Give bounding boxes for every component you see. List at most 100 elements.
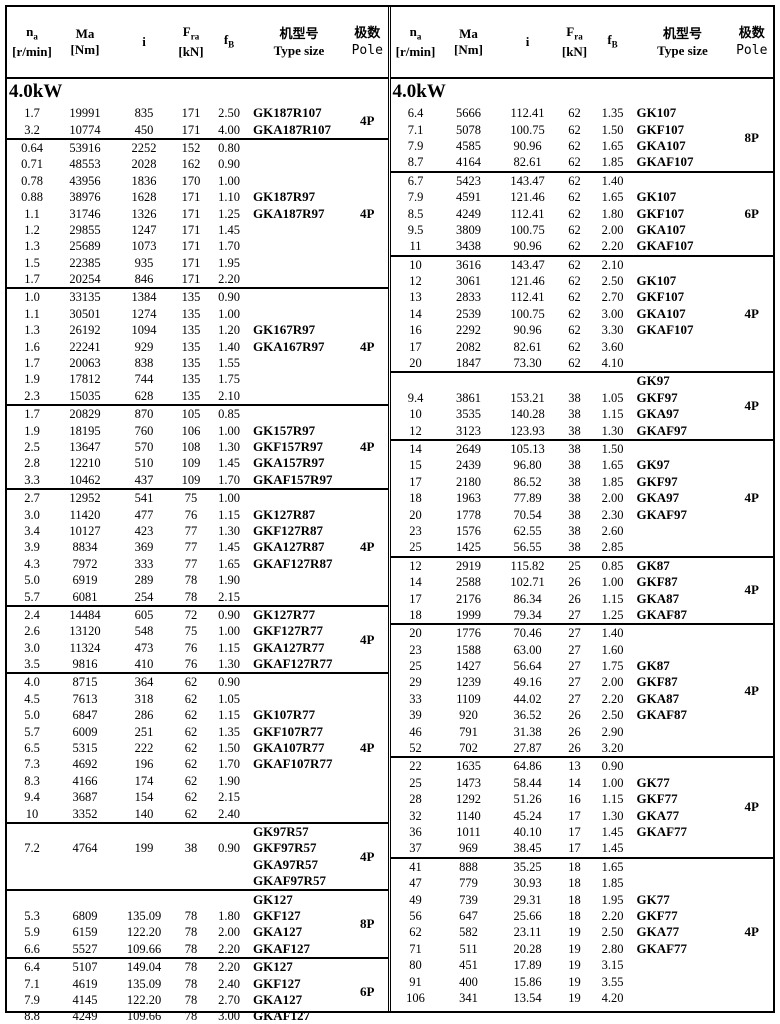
cell-service-factor-fb: 1.45	[601, 841, 624, 856]
cell-type-size: GK187R97	[253, 189, 316, 205]
cell-ratio-i: 870	[113, 404, 175, 423]
table-row: 0.88 38976 1628 171 1.10 GK187R97	[7, 189, 388, 205]
cell-type-size	[635, 338, 731, 354]
cell-speed-na: 3.2	[24, 122, 40, 137]
cell-ratio-i: 86.52	[513, 474, 542, 489]
table-row: 10 3616 143.47 62 2.10 4P	[390, 254, 773, 373]
table-row: 0.64 53916 2252 152 0.80 4P	[7, 137, 388, 289]
cell-type-size: GKF107	[636, 121, 685, 137]
cell-speed-na: 11	[409, 239, 422, 254]
cell-service-factor-fb: 1.15	[601, 591, 624, 606]
cell-ratio-i: 96.80	[513, 458, 542, 473]
cell-type-size	[634, 438, 731, 458]
cell-radial-load-fra: 77	[184, 540, 198, 555]
table-row: 47 779 30.93 18 1.85	[391, 875, 774, 891]
cell-ratio-i	[113, 889, 175, 908]
cell-torque-ma: 1292	[456, 792, 481, 807]
table-row: 25 1427 56.64 27 1.75 GK87	[391, 658, 774, 674]
cell-service-factor-fb: 2.15	[218, 790, 240, 805]
cell-service-factor-fb: 0.90	[590, 756, 635, 775]
cell-speed-na: 3.0	[24, 507, 40, 522]
cell-speed-na: 23	[409, 642, 422, 657]
cell-type-size	[251, 487, 347, 507]
table-row: 8.8 4249 109.66 78 3.00 GKAF127	[7, 1008, 388, 1024]
cell-service-factor-fb: 2.70	[218, 992, 240, 1007]
cell-ratio-i: 364	[113, 672, 175, 691]
cell-torque-ma: 3861	[456, 390, 481, 405]
cell-radial-load-fra: 38	[184, 841, 198, 856]
cell-type-size	[251, 789, 347, 805]
table-row: 22 1635 64.86 13 0.90 4P	[390, 756, 773, 858]
cell-speed-na: 3.0	[24, 640, 40, 655]
cell-torque-ma: 4164	[456, 155, 481, 170]
table-row: 49 739 29.31 18 1.95 GK77	[391, 891, 774, 907]
cell-speed-na: 5.0	[24, 573, 40, 588]
cell-torque-ma: 6009	[72, 724, 98, 739]
cell-service-factor-fb: 0.90	[207, 604, 251, 624]
cell-torque-ma: 5315	[72, 741, 98, 756]
cell-ratio-i: 153.21	[510, 390, 545, 405]
cell-speed-na: 8.3	[24, 773, 40, 788]
table-row: 6.4 5666 112.41 62 1.35 GK107 8P	[391, 105, 774, 145]
cell-type-size: GKAF97R57	[253, 873, 326, 889]
cell-torque-ma: 582	[459, 925, 478, 940]
table-row: 1.9 18195 760 106 1.00 GK157R97	[7, 422, 388, 438]
cell-speed-na: 1.9	[24, 423, 40, 438]
cell-ratio-i: 90.96	[513, 138, 542, 153]
cell-radial-load-fra: 14	[568, 775, 581, 790]
cell-speed-na: 36	[409, 824, 422, 839]
cell-ratio-i: 196	[134, 757, 154, 772]
cell-speed-na: 6.6	[24, 941, 40, 956]
cell-service-factor-fb: 3.15	[601, 958, 624, 973]
table-row: 7.2 4764 199 38 0.90 GKF97R57	[7, 840, 388, 856]
table-row: 1.2 29855 1247 171 1.45	[7, 222, 388, 238]
cell-service-factor-fb: 0.80	[207, 137, 251, 157]
cell-type-size: GK77	[636, 891, 670, 907]
cell-service-factor-fb: 1.00	[218, 624, 240, 639]
cell-service-factor-fb: 1.60	[601, 642, 624, 657]
cell-type-size	[251, 173, 347, 189]
cell-type-size: GKA107	[636, 221, 686, 237]
cell-speed-na: 39	[409, 708, 422, 723]
cell-ratio-i: 2028	[131, 157, 157, 172]
cell-type-size: GKAF97	[636, 506, 688, 522]
cell-radial-load-fra: 18	[568, 908, 581, 923]
cell-speed-na: 14	[390, 438, 441, 458]
cell-service-factor-fb: 3.00	[601, 306, 624, 321]
cell-speed-na: 5.3	[24, 908, 40, 923]
table-row: 91 400 15.86 19 3.55	[391, 973, 774, 989]
cell-service-factor-fb: 2.00	[601, 491, 624, 506]
cell-radial-load-fra: 62	[568, 323, 581, 338]
cell-type-size: GKAF127	[253, 940, 311, 956]
cell-radial-load-fra: 135	[181, 323, 201, 338]
cell-ratio-i: 143.47	[496, 254, 559, 273]
cell-radial-load-fra: 27	[568, 691, 581, 706]
cell-speed-na: 2.4	[7, 604, 57, 624]
cell-ratio-i: 199	[134, 841, 154, 856]
cell-radial-load-fra: 62	[184, 806, 198, 821]
cell-service-factor-fb: 2.50	[218, 106, 240, 121]
cell-ratio-i: 628	[134, 388, 154, 403]
cell-service-factor-fb: 1.70	[218, 472, 240, 487]
cell-type-size: GK77	[636, 774, 670, 790]
cell-speed-na: 1.9	[24, 372, 40, 387]
cell-ratio-i: 27.87	[513, 741, 542, 756]
table-row: 12 3123 123.93 38 1.30 GKAF97	[391, 422, 774, 439]
table-row: 46 791 31.38 26 2.90	[391, 723, 774, 739]
cell-speed-na: 1.2	[24, 222, 40, 237]
cell-radial-load-fra: 17	[568, 824, 581, 839]
cell-speed-na: 15	[409, 458, 422, 473]
cell-torque-ma: 13647	[69, 440, 101, 454]
cell-torque-ma: 4764	[72, 841, 98, 856]
cell-speed-na: 12	[409, 423, 422, 438]
col-header-fb: fB	[607, 31, 618, 50]
cell-service-factor-fb: 1.00	[218, 173, 240, 188]
cell-torque-ma: 14484	[57, 604, 113, 624]
cell-service-factor-fb: 1.05	[218, 691, 240, 706]
cell-ratio-i: 109.66	[126, 1009, 162, 1024]
cell-torque-ma: 53916	[57, 137, 113, 157]
cell-type-size	[251, 137, 347, 157]
data-table: 6.4 5666 112.41 62 1.35 GK107 8P 7.1 5078 100.75 6…	[390, 105, 774, 1007]
cell-service-factor-fb: 1.70	[218, 757, 240, 772]
cell-type-size: GKF127	[253, 907, 301, 923]
